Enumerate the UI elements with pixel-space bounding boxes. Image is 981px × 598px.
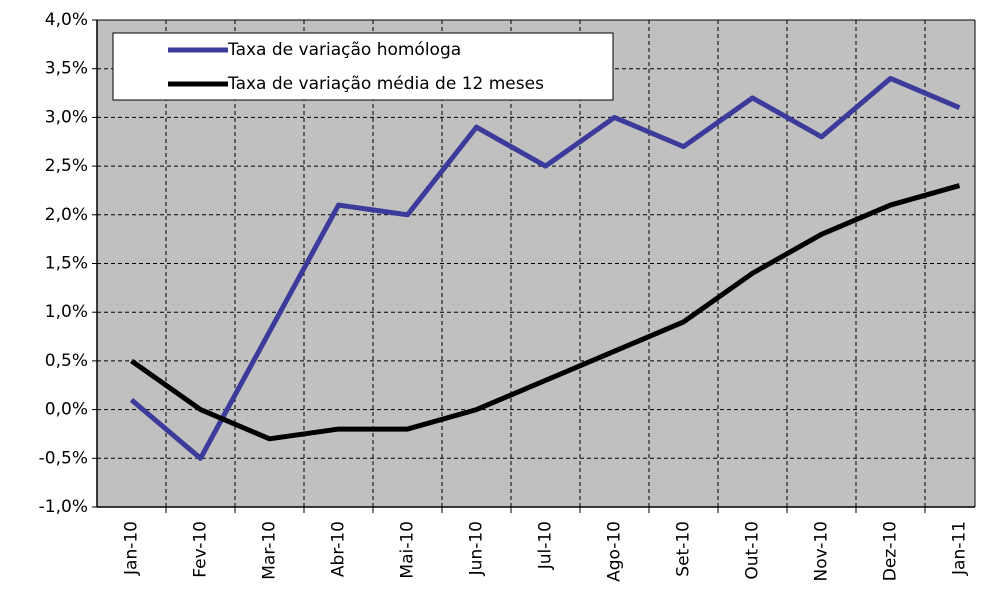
x-tick-label: Jan-10 xyxy=(122,521,142,576)
series-line xyxy=(130,183,961,442)
y-tick-label: 2,0% xyxy=(45,205,88,225)
x-tick-label: Jun-10 xyxy=(467,521,487,576)
x-tick-label: Dez-10 xyxy=(881,521,901,581)
x-tick-label: Ago-10 xyxy=(605,521,625,582)
y-tick-label: 1,0% xyxy=(45,302,88,322)
legend-label: Taxa de variação homóloga xyxy=(227,40,461,60)
x-tick-label: Set-10 xyxy=(674,521,694,577)
y-tick-label: 2,5% xyxy=(45,156,88,176)
x-tick-label: Out-10 xyxy=(743,521,763,580)
y-tick-label: 3,5% xyxy=(45,59,88,79)
series-line xyxy=(129,75,961,461)
x-tick-label: Fev-10 xyxy=(191,521,211,578)
y-tick-label: -1,0% xyxy=(39,497,88,517)
x-tick-label: Jan-11 xyxy=(950,521,970,576)
y-tick-label: 0,5% xyxy=(45,351,88,371)
y-tick-label: -0,5% xyxy=(39,448,88,468)
legend-label: Taxa de variação média de 12 meses xyxy=(227,74,544,94)
x-tick-label: Mai-10 xyxy=(398,521,418,579)
x-tick-label: Nov-10 xyxy=(812,521,832,582)
x-tick-label: Abr-10 xyxy=(329,521,349,577)
y-tick-label: 1,5% xyxy=(45,254,88,274)
x-tick-label: Mar-10 xyxy=(260,521,280,580)
x-tick-label: Jul-10 xyxy=(536,521,556,570)
y-tick-label: 4,0% xyxy=(45,10,88,30)
y-tick-label: 0,0% xyxy=(45,400,88,420)
legend-box xyxy=(112,32,614,101)
y-tick-label: 3,0% xyxy=(45,107,88,127)
